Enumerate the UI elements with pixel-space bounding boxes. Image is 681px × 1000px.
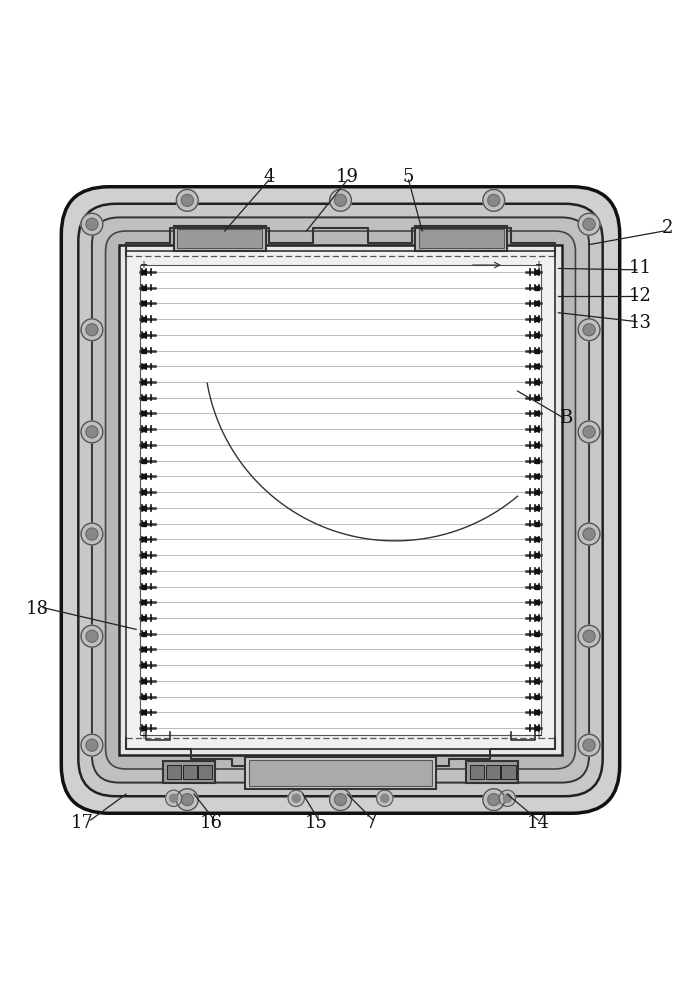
Circle shape bbox=[499, 790, 516, 806]
Circle shape bbox=[330, 189, 351, 211]
FancyBboxPatch shape bbox=[92, 217, 589, 783]
Circle shape bbox=[377, 790, 393, 806]
Bar bbox=[174, 226, 266, 251]
Bar bbox=[249, 760, 432, 786]
Bar bbox=[501, 765, 516, 779]
Text: 13: 13 bbox=[629, 314, 652, 332]
Circle shape bbox=[488, 794, 500, 806]
Text: +: + bbox=[139, 731, 147, 741]
FancyBboxPatch shape bbox=[78, 204, 603, 796]
Circle shape bbox=[483, 789, 505, 811]
Circle shape bbox=[583, 324, 595, 336]
Text: 4: 4 bbox=[264, 168, 274, 186]
Circle shape bbox=[81, 734, 103, 756]
Bar bbox=[163, 761, 215, 783]
Circle shape bbox=[86, 324, 98, 336]
Text: +: + bbox=[534, 731, 542, 741]
Circle shape bbox=[583, 218, 595, 230]
FancyBboxPatch shape bbox=[61, 187, 620, 813]
Circle shape bbox=[176, 789, 198, 811]
Circle shape bbox=[578, 734, 600, 756]
Text: 2: 2 bbox=[662, 219, 673, 237]
Text: +: + bbox=[534, 260, 542, 270]
Circle shape bbox=[86, 739, 98, 751]
Circle shape bbox=[583, 630, 595, 642]
Circle shape bbox=[578, 213, 600, 235]
Bar bbox=[470, 765, 484, 779]
Circle shape bbox=[583, 426, 595, 438]
Circle shape bbox=[170, 794, 178, 802]
Circle shape bbox=[176, 189, 198, 211]
Text: 7: 7 bbox=[366, 814, 377, 832]
Text: 11: 11 bbox=[629, 259, 652, 277]
Bar bbox=[126, 251, 555, 749]
Circle shape bbox=[578, 319, 600, 341]
Text: 16: 16 bbox=[200, 814, 223, 832]
Circle shape bbox=[181, 194, 193, 206]
Circle shape bbox=[292, 794, 300, 802]
Circle shape bbox=[165, 790, 182, 806]
Circle shape bbox=[81, 523, 103, 545]
Bar bbox=[415, 226, 507, 251]
Bar bbox=[167, 765, 181, 779]
Circle shape bbox=[330, 789, 351, 811]
Circle shape bbox=[488, 194, 500, 206]
Circle shape bbox=[578, 625, 600, 647]
Circle shape bbox=[81, 319, 103, 341]
Circle shape bbox=[81, 421, 103, 443]
Bar bbox=[119, 245, 562, 755]
Bar bbox=[177, 229, 262, 248]
Circle shape bbox=[381, 794, 389, 802]
Text: 17: 17 bbox=[70, 814, 93, 832]
Circle shape bbox=[583, 739, 595, 751]
FancyBboxPatch shape bbox=[106, 231, 575, 769]
Text: 12: 12 bbox=[629, 287, 652, 305]
Circle shape bbox=[86, 630, 98, 642]
Text: B: B bbox=[558, 409, 572, 427]
Circle shape bbox=[334, 194, 347, 206]
Circle shape bbox=[578, 523, 600, 545]
Bar bbox=[183, 765, 197, 779]
Text: 19: 19 bbox=[336, 168, 359, 186]
Bar bbox=[419, 229, 504, 248]
Circle shape bbox=[288, 790, 304, 806]
Bar bbox=[140, 265, 541, 735]
Bar bbox=[198, 765, 212, 779]
Circle shape bbox=[86, 218, 98, 230]
Circle shape bbox=[81, 625, 103, 647]
Circle shape bbox=[503, 794, 511, 802]
Circle shape bbox=[578, 421, 600, 443]
Text: 14: 14 bbox=[526, 814, 550, 832]
Circle shape bbox=[334, 794, 347, 806]
Text: 18: 18 bbox=[26, 600, 49, 618]
Circle shape bbox=[86, 426, 98, 438]
Bar bbox=[245, 757, 436, 789]
Circle shape bbox=[86, 528, 98, 540]
Circle shape bbox=[583, 528, 595, 540]
Bar bbox=[466, 761, 518, 783]
Circle shape bbox=[81, 213, 103, 235]
Text: 15: 15 bbox=[305, 814, 328, 832]
Text: +: + bbox=[139, 260, 147, 270]
Bar bbox=[486, 765, 500, 779]
Circle shape bbox=[483, 189, 505, 211]
Circle shape bbox=[181, 794, 193, 806]
Text: 5: 5 bbox=[403, 168, 414, 186]
